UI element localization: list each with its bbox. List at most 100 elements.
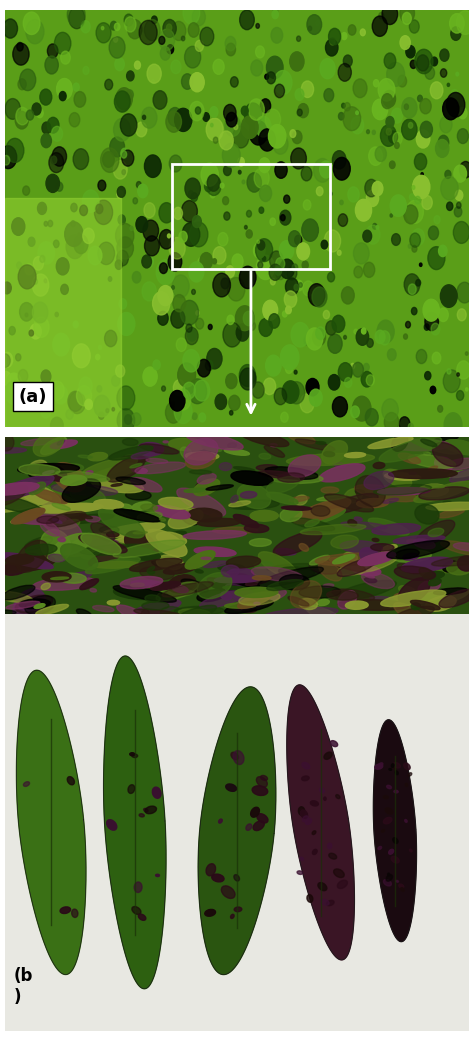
Ellipse shape — [229, 410, 233, 415]
Ellipse shape — [196, 319, 204, 329]
Ellipse shape — [329, 558, 365, 572]
Ellipse shape — [254, 243, 265, 258]
Ellipse shape — [117, 186, 126, 198]
Ellipse shape — [387, 349, 396, 360]
Ellipse shape — [72, 909, 78, 917]
Ellipse shape — [381, 125, 396, 147]
Ellipse shape — [52, 484, 67, 496]
Ellipse shape — [378, 487, 430, 496]
Ellipse shape — [341, 522, 387, 529]
Ellipse shape — [0, 563, 21, 573]
Ellipse shape — [54, 533, 91, 555]
Ellipse shape — [256, 255, 274, 280]
Ellipse shape — [159, 518, 165, 522]
Ellipse shape — [179, 231, 187, 243]
Ellipse shape — [78, 233, 80, 236]
Ellipse shape — [41, 437, 67, 455]
Ellipse shape — [410, 194, 414, 201]
Ellipse shape — [240, 431, 289, 447]
Ellipse shape — [145, 594, 160, 603]
Ellipse shape — [305, 519, 319, 527]
Ellipse shape — [337, 554, 397, 576]
Ellipse shape — [419, 263, 422, 266]
Ellipse shape — [236, 306, 254, 331]
Ellipse shape — [392, 764, 394, 767]
Ellipse shape — [411, 307, 417, 314]
Ellipse shape — [15, 506, 26, 510]
Ellipse shape — [0, 354, 10, 367]
Ellipse shape — [316, 327, 325, 339]
Ellipse shape — [0, 448, 27, 453]
Ellipse shape — [94, 500, 124, 509]
Ellipse shape — [147, 65, 161, 83]
Ellipse shape — [192, 454, 203, 457]
Ellipse shape — [132, 502, 152, 510]
Ellipse shape — [415, 588, 469, 606]
Ellipse shape — [188, 329, 197, 341]
Ellipse shape — [428, 247, 445, 270]
Ellipse shape — [194, 380, 210, 401]
Ellipse shape — [85, 557, 140, 574]
Ellipse shape — [242, 180, 245, 184]
Ellipse shape — [346, 601, 368, 609]
Ellipse shape — [107, 532, 119, 537]
Ellipse shape — [368, 195, 370, 198]
Ellipse shape — [391, 857, 399, 863]
Ellipse shape — [49, 153, 64, 173]
Ellipse shape — [178, 609, 210, 617]
Ellipse shape — [16, 107, 29, 125]
Ellipse shape — [410, 233, 420, 248]
Ellipse shape — [363, 230, 372, 242]
Ellipse shape — [423, 299, 439, 321]
Ellipse shape — [197, 589, 226, 602]
Ellipse shape — [247, 173, 262, 193]
Ellipse shape — [394, 603, 425, 624]
Ellipse shape — [131, 581, 161, 586]
Ellipse shape — [354, 329, 357, 334]
Ellipse shape — [39, 538, 51, 541]
Ellipse shape — [188, 379, 207, 404]
Ellipse shape — [226, 112, 237, 127]
Ellipse shape — [270, 278, 275, 285]
Ellipse shape — [25, 263, 33, 275]
Ellipse shape — [66, 533, 109, 556]
Ellipse shape — [167, 45, 173, 54]
Ellipse shape — [18, 463, 80, 475]
Ellipse shape — [107, 819, 117, 830]
Ellipse shape — [259, 185, 272, 202]
Ellipse shape — [365, 408, 378, 426]
Ellipse shape — [167, 234, 170, 238]
Ellipse shape — [378, 79, 395, 101]
Ellipse shape — [134, 882, 142, 892]
Ellipse shape — [316, 441, 326, 445]
Ellipse shape — [69, 391, 85, 413]
Ellipse shape — [364, 262, 375, 278]
Ellipse shape — [249, 538, 271, 547]
Ellipse shape — [370, 596, 392, 600]
Ellipse shape — [151, 582, 181, 590]
Ellipse shape — [181, 447, 192, 460]
Ellipse shape — [251, 567, 303, 582]
Text: (b
): (b ) — [14, 967, 33, 1006]
Ellipse shape — [326, 40, 338, 56]
Ellipse shape — [366, 225, 380, 245]
Ellipse shape — [7, 560, 13, 562]
Ellipse shape — [33, 432, 64, 456]
Ellipse shape — [265, 466, 318, 479]
Ellipse shape — [185, 328, 198, 345]
Ellipse shape — [164, 537, 180, 543]
Ellipse shape — [330, 740, 337, 746]
Ellipse shape — [210, 192, 215, 198]
Ellipse shape — [113, 585, 176, 603]
Ellipse shape — [406, 201, 423, 224]
Ellipse shape — [294, 371, 297, 374]
Ellipse shape — [229, 500, 279, 509]
Ellipse shape — [342, 103, 345, 108]
Ellipse shape — [142, 255, 152, 268]
Ellipse shape — [418, 484, 448, 497]
Ellipse shape — [113, 586, 163, 600]
Ellipse shape — [144, 809, 148, 812]
Ellipse shape — [133, 600, 181, 616]
Ellipse shape — [174, 605, 217, 623]
Ellipse shape — [132, 272, 141, 283]
